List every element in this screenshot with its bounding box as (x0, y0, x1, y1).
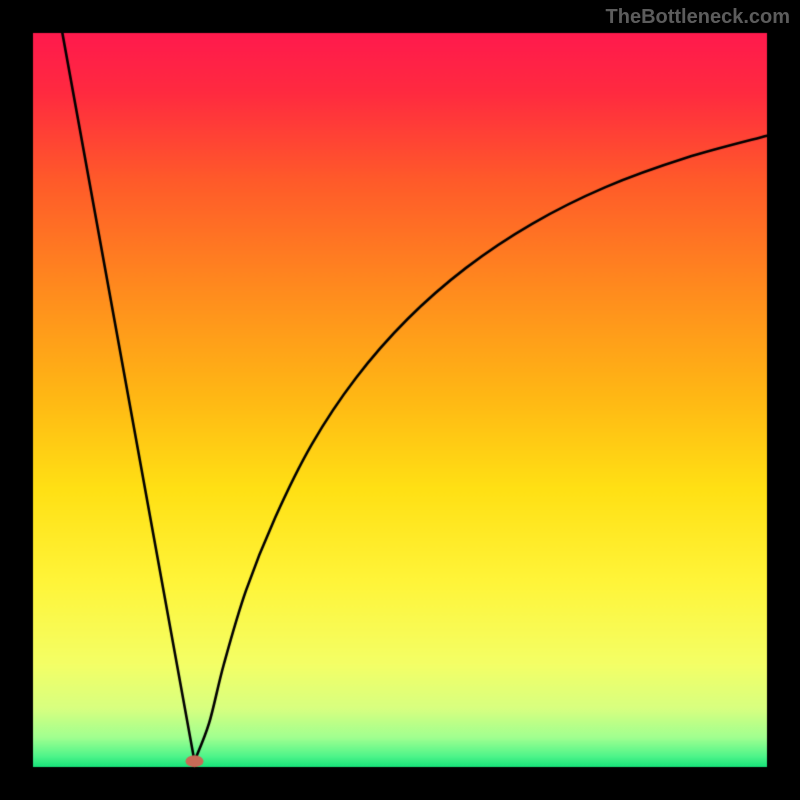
watermark-text: TheBottleneck.com (606, 6, 790, 29)
bottleneck-chart-canvas (0, 0, 800, 800)
chart-container: { "watermark": { "text": "TheBottleneck.… (0, 0, 800, 800)
